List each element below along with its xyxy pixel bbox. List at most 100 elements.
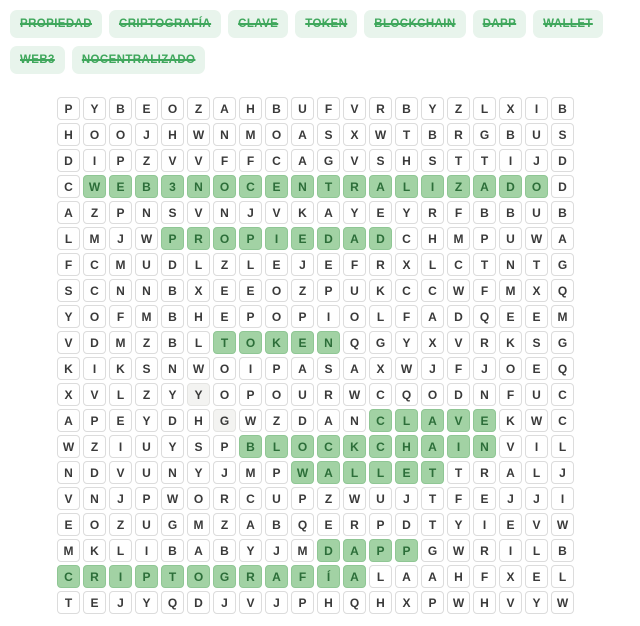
grid-cell[interactable]: Y — [135, 409, 158, 432]
grid-cell[interactable]: R — [473, 331, 496, 354]
grid-cell[interactable]: T — [395, 123, 418, 146]
grid-cell[interactable]: Z — [83, 435, 106, 458]
grid-cell[interactable]: R — [343, 175, 366, 198]
grid-cell[interactable]: E — [239, 279, 262, 302]
grid-cell[interactable]: R — [473, 461, 496, 484]
grid-cell[interactable]: E — [473, 409, 496, 432]
grid-cell[interactable]: Z — [447, 97, 470, 120]
grid-cell[interactable]: E — [109, 409, 132, 432]
grid-cell[interactable]: I — [265, 227, 288, 250]
grid-cell[interactable]: Y — [161, 435, 184, 458]
grid-cell[interactable]: A — [395, 565, 418, 588]
grid-cell[interactable]: T — [447, 149, 470, 172]
grid-cell[interactable]: E — [213, 279, 236, 302]
grid-cell[interactable]: C — [395, 227, 418, 250]
grid-cell[interactable]: A — [291, 149, 314, 172]
grid-cell[interactable]: L — [525, 461, 548, 484]
grid-cell[interactable]: C — [57, 175, 80, 198]
grid-cell[interactable]: L — [525, 539, 548, 562]
grid-cell[interactable]: D — [551, 175, 574, 198]
grid-cell[interactable]: G — [473, 123, 496, 146]
grid-cell[interactable]: L — [473, 97, 496, 120]
grid-cell[interactable]: E — [525, 305, 548, 328]
grid-cell[interactable]: T — [421, 487, 444, 510]
grid-cell[interactable]: C — [83, 279, 106, 302]
grid-cell[interactable]: W — [343, 487, 366, 510]
grid-cell[interactable]: U — [135, 253, 158, 276]
grid-cell[interactable]: S — [161, 201, 184, 224]
grid-cell[interactable]: D — [161, 409, 184, 432]
grid-cell[interactable]: Y — [135, 591, 158, 614]
grid-cell[interactable]: Z — [135, 331, 158, 354]
grid-cell[interactable]: E — [499, 513, 522, 536]
grid-cell[interactable]: J — [525, 487, 548, 510]
grid-cell[interactable]: Z — [447, 175, 470, 198]
grid-cell[interactable]: N — [213, 201, 236, 224]
grid-cell[interactable]: R — [317, 383, 340, 406]
grid-cell[interactable]: V — [343, 97, 366, 120]
grid-cell[interactable]: A — [239, 513, 262, 536]
grid-cell[interactable]: R — [447, 123, 470, 146]
grid-cell[interactable]: U — [525, 201, 548, 224]
grid-cell[interactable]: X — [395, 591, 418, 614]
grid-cell[interactable]: W — [447, 591, 470, 614]
grid-cell[interactable]: O — [83, 513, 106, 536]
grid-cell[interactable]: I — [421, 175, 444, 198]
grid-cell[interactable]: P — [291, 591, 314, 614]
grid-cell[interactable]: W — [447, 539, 470, 562]
grid-cell[interactable]: D — [447, 305, 470, 328]
grid-cell[interactable]: X — [499, 565, 522, 588]
grid-cell[interactable]: I — [551, 487, 574, 510]
grid-cell[interactable]: L — [109, 539, 132, 562]
grid-cell[interactable]: C — [421, 279, 444, 302]
grid-cell[interactable]: S — [57, 279, 80, 302]
grid-cell[interactable]: Y — [161, 383, 184, 406]
grid-cell[interactable]: X — [395, 253, 418, 276]
grid-cell[interactable]: D — [447, 383, 470, 406]
grid-cell[interactable]: R — [369, 253, 392, 276]
grid-cell[interactable]: P — [213, 435, 236, 458]
grid-cell[interactable]: G — [369, 331, 392, 354]
grid-cell[interactable]: N — [213, 123, 236, 146]
grid-cell[interactable]: E — [473, 487, 496, 510]
grid-cell[interactable]: C — [551, 409, 574, 432]
grid-cell[interactable]: V — [187, 149, 210, 172]
grid-cell[interactable]: P — [421, 591, 444, 614]
grid-cell[interactable]: E — [291, 227, 314, 250]
grid-cell[interactable]: E — [499, 305, 522, 328]
grid-cell[interactable]: P — [395, 539, 418, 562]
grid-cell[interactable]: Y — [525, 591, 548, 614]
grid-cell[interactable]: U — [265, 487, 288, 510]
grid-cell[interactable]: E — [83, 591, 106, 614]
grid-cell[interactable]: N — [83, 487, 106, 510]
grid-cell[interactable]: H — [187, 305, 210, 328]
grid-cell[interactable]: O — [213, 383, 236, 406]
grid-cell[interactable]: L — [395, 409, 418, 432]
grid-cell[interactable]: A — [343, 565, 366, 588]
grid-cell[interactable]: B — [161, 331, 184, 354]
grid-cell[interactable]: N — [135, 279, 158, 302]
grid-cell[interactable]: T — [161, 565, 184, 588]
grid-cell[interactable]: A — [317, 461, 340, 484]
grid-cell[interactable]: R — [239, 565, 262, 588]
grid-cell[interactable]: K — [343, 435, 366, 458]
grid-cell[interactable]: B — [499, 201, 522, 224]
grid-cell[interactable]: F — [447, 487, 470, 510]
grid-cell[interactable]: N — [187, 175, 210, 198]
grid-cell[interactable]: V — [499, 591, 522, 614]
grid-cell[interactable]: B — [421, 123, 444, 146]
grid-cell[interactable]: Y — [343, 201, 366, 224]
grid-cell[interactable]: O — [421, 383, 444, 406]
grid-cell[interactable]: Q — [551, 357, 574, 380]
grid-cell[interactable]: Z — [187, 97, 210, 120]
grid-cell[interactable]: Y — [395, 201, 418, 224]
grid-cell[interactable]: F — [395, 305, 418, 328]
grid-cell[interactable]: G — [213, 565, 236, 588]
grid-cell[interactable]: B — [265, 97, 288, 120]
grid-cell[interactable]: W — [187, 123, 210, 146]
grid-cell[interactable]: Q — [161, 591, 184, 614]
grid-cell[interactable]: X — [187, 279, 210, 302]
grid-cell[interactable]: A — [265, 565, 288, 588]
grid-cell[interactable]: E — [525, 565, 548, 588]
grid-cell[interactable]: U — [369, 487, 392, 510]
